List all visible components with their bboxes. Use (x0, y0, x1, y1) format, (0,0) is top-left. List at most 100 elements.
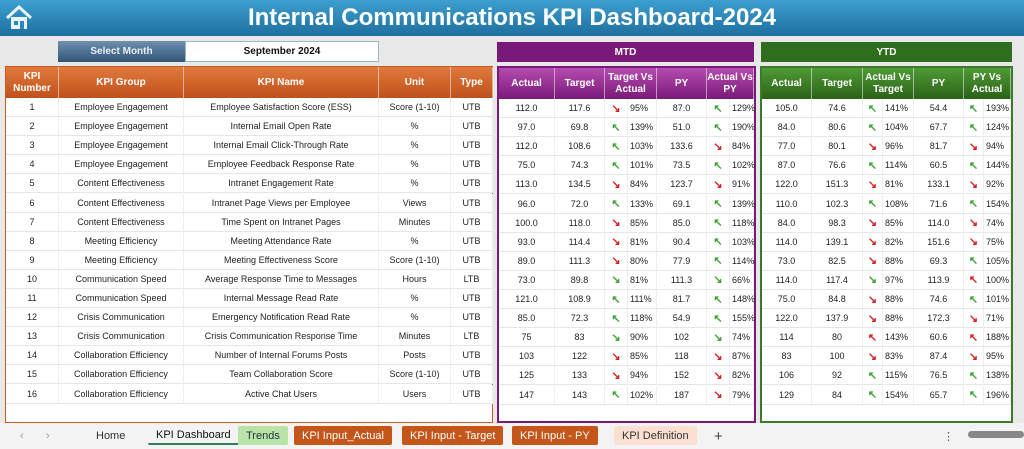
table-cell-name: Active Chat Users (184, 384, 379, 404)
table-cell-type: UTB (451, 174, 493, 194)
table-cell: 122.0 (762, 309, 812, 329)
prev-sheet-icon[interactable]: ‹ (20, 430, 24, 442)
arrow-down-red-icon: ↘ (964, 175, 984, 195)
table-cell: 74% (984, 213, 1011, 233)
table-cell-type: UTB (451, 193, 493, 213)
sheet-tab-kpi-dashboard[interactable]: KPI Dashboard (148, 426, 239, 445)
arrow-up-green-icon: ↖ (605, 385, 628, 405)
next-sheet-icon[interactable]: › (46, 430, 50, 442)
table-cell-name: Time Spent on Intranet Pages (184, 212, 379, 232)
table-cell: 80.1 (812, 137, 863, 157)
table-cell: 102 (657, 328, 707, 348)
table-cell: 84% (628, 175, 657, 195)
table-cell-name: Number of Internal Forums Posts (184, 346, 379, 366)
sheet-tab-kpi-input-py[interactable]: KPI Input - PY (512, 426, 598, 445)
arrow-up-green-icon: ↖ (605, 137, 628, 157)
table-cell-num: 8 (6, 231, 59, 251)
table-cell-num: 16 (6, 384, 59, 404)
more-options-icon[interactable]: ⋮ (943, 430, 954, 443)
arrow-up-green-icon: ↖ (863, 385, 883, 405)
table-cell: 112.0 (499, 99, 555, 118)
table-cell-name: Intranet Engagement Rate (184, 174, 379, 194)
table-cell: 114.0 (762, 270, 812, 290)
table-cell-num: 7 (6, 212, 59, 232)
table-cell: 154% (883, 385, 914, 405)
arrow-up-green-icon: ↖ (863, 194, 883, 214)
arrow-down-green-icon: ↘ (605, 328, 628, 348)
table-cell-group: Employee Engagement (59, 136, 184, 156)
table-cell: 122.0 (762, 175, 812, 195)
table-cell: 114.0 (914, 213, 964, 233)
sheet-tab-kpi-input-actual[interactable]: KPI Input_Actual (294, 426, 392, 445)
table-cell-type: UTB (451, 155, 493, 175)
table-cell: 82% (730, 366, 754, 386)
arrow-down-red-icon: ↘ (863, 347, 883, 367)
sheet-tab-kpi-input-target[interactable]: KPI Input - Target (402, 426, 504, 445)
mtd-section-header: MTD (497, 42, 754, 62)
table-cell: 101% (984, 290, 1011, 309)
table-cell: 115% (883, 366, 914, 386)
table-cell-unit: Minutes (379, 212, 451, 232)
table-cell: 143 (555, 385, 605, 405)
table-cell: 84% (730, 137, 754, 157)
table-cell: 92% (984, 175, 1011, 195)
add-sheet-button[interactable]: + (714, 427, 723, 445)
sheet-tab-kpi-definition[interactable]: KPI Definition (614, 426, 697, 445)
table-cell: 96.0 (499, 194, 555, 214)
column-header: PY (657, 68, 707, 99)
arrow-down-red-icon: ↘ (707, 366, 730, 386)
table-cell: 155% (730, 309, 755, 329)
table-cell: 81.7 (914, 137, 964, 157)
arrow-down-red-icon: ↘ (707, 137, 730, 157)
table-cell-num: 9 (6, 250, 59, 270)
table-cell: 80% (628, 251, 657, 271)
table-cell: 84.0 (762, 118, 812, 138)
table-cell-unit: % (379, 117, 451, 137)
table-cell: 114% (730, 251, 754, 271)
horizontal-scrollbar[interactable] (968, 431, 1024, 438)
table-cell: 60.5 (914, 156, 964, 176)
table-cell-group: Collaboration Efficiency (59, 384, 184, 404)
table-cell-num: 2 (6, 117, 59, 137)
table-cell: 75% (984, 232, 1011, 252)
table-cell: 83 (555, 328, 605, 348)
table-cell: 133 (555, 366, 605, 386)
table-cell: 121.0 (499, 290, 555, 309)
table-cell: 133.1 (914, 175, 964, 195)
table-cell: 144% (984, 156, 1011, 176)
arrow-up-green-icon: ↖ (863, 156, 883, 176)
table-cell-type: UTB (451, 250, 493, 270)
column-header: Target Vs Actual (605, 68, 657, 99)
arrow-down-red-icon: ↘ (863, 232, 883, 252)
title-bar: Internal Communications KPI Dashboard-20… (0, 0, 1024, 36)
table-cell: 98.3 (812, 213, 863, 233)
table-cell-unit: Score (1-10) (379, 365, 451, 385)
table-cell-unit: Hours (379, 269, 451, 289)
arrow-up-green-icon: ↖ (605, 156, 628, 176)
arrow-up-green-icon: ↖ (707, 213, 730, 233)
table-cell: 100 (812, 347, 863, 367)
table-cell: 74% (730, 328, 754, 348)
table-cell-type: LTB (451, 269, 493, 289)
table-cell: 108.9 (555, 290, 605, 309)
table-cell: 118% (730, 213, 754, 233)
home-icon[interactable] (5, 4, 33, 32)
table-cell: 113.9 (914, 270, 964, 290)
column-header: KPI Group (59, 67, 184, 98)
table-cell: 80 (812, 328, 863, 348)
ytd-table: Actual Target Actual Vs Target PY PY Vs Actu… (760, 66, 1013, 423)
table-cell: 81.7 (657, 290, 707, 309)
table-cell-num: 5 (6, 174, 59, 194)
table-cell-num: 14 (6, 346, 59, 366)
table-cell: 73.0 (762, 251, 812, 271)
sheet-tab-trends[interactable]: Trends (238, 426, 288, 445)
column-header: KPI Number (6, 67, 59, 98)
arrow-down-red-icon: ↘ (605, 232, 628, 252)
table-cell: 74.6 (812, 99, 863, 118)
arrow-up-green-icon: ↖ (707, 118, 730, 138)
table-cell-unit: Minutes (379, 327, 451, 347)
arrow-up-green-icon: ↖ (964, 366, 984, 386)
arrow-up-green-icon: ↖ (707, 232, 730, 252)
month-dropdown[interactable]: September 2024 (185, 41, 379, 62)
sheet-tab-home[interactable]: Home (96, 429, 126, 442)
